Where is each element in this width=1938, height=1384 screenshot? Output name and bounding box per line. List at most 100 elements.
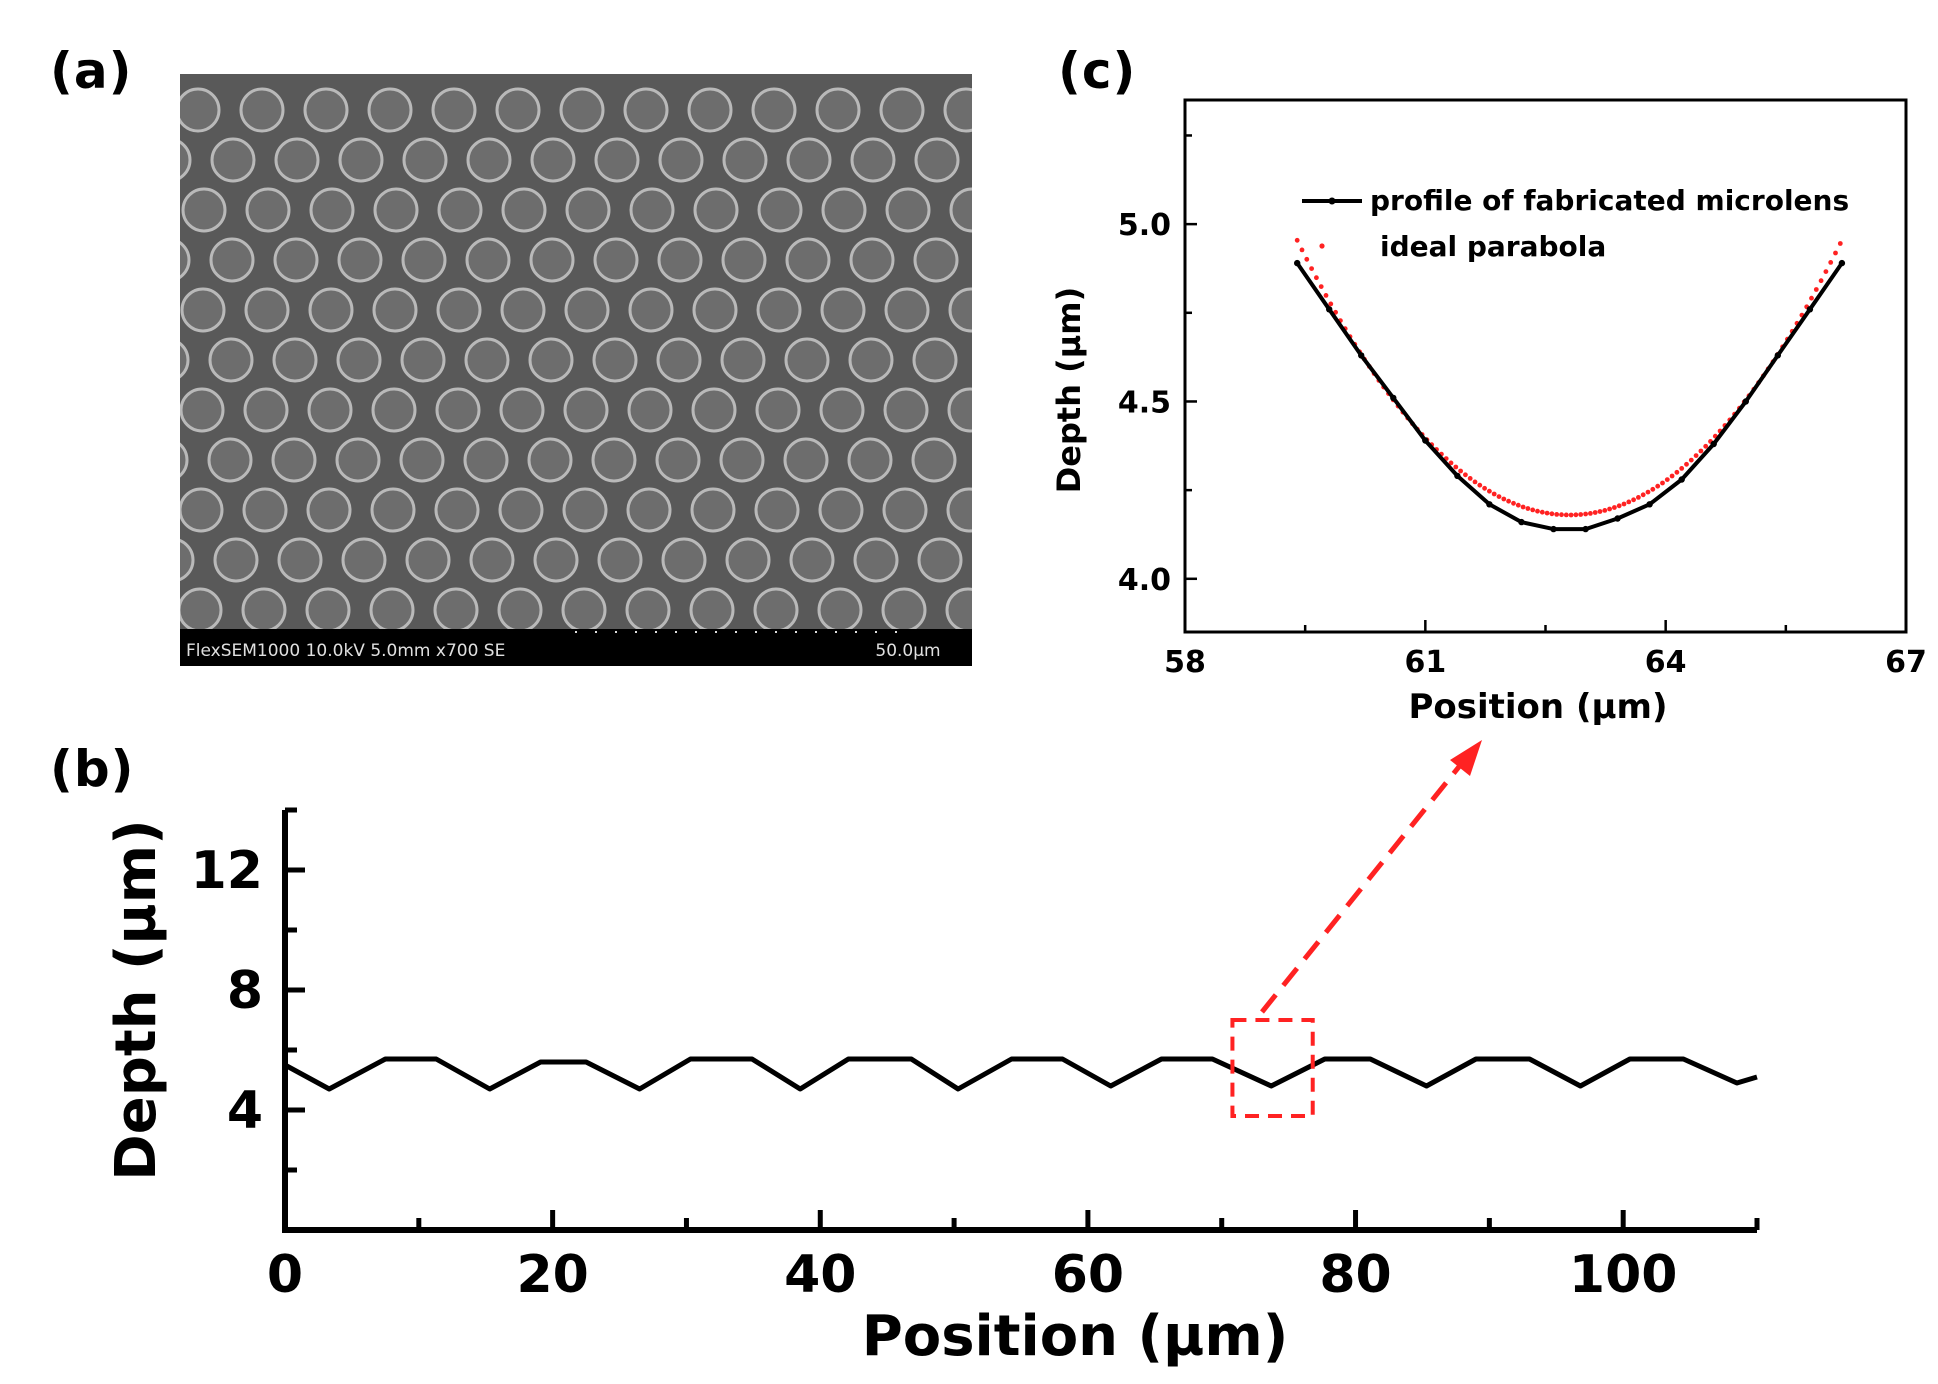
microlens-hole: [180, 240, 191, 280]
panel-a-label: (a): [50, 42, 133, 100]
microlens-hole: [884, 287, 930, 333]
microlens-hole: [528, 337, 574, 383]
microlens-hole: [371, 387, 417, 433]
microlens-hole: [180, 140, 192, 180]
microlens-hole: [180, 287, 226, 333]
chart-b-y-tick-label: 12: [191, 841, 263, 901]
microlens-hole: [690, 487, 736, 533]
microlens-hole: [277, 537, 323, 583]
chart-b-ticks: 0 20 40 60 80 100 4 8 12: [191, 807, 1760, 1305]
microlens-hole: [501, 187, 547, 233]
microlens-hole: [629, 187, 675, 233]
microlens-hole: [850, 137, 896, 183]
microlens-hole: [402, 137, 448, 183]
microlens-hole: [469, 537, 515, 583]
sem-micrograph-image: FlexSEM1000 10.0kV 5.0mm x700 SE 50.0µm: [180, 74, 972, 666]
microlens-hole: [495, 87, 541, 133]
microlens-hole: [559, 87, 605, 133]
microlens-hole: [784, 337, 830, 383]
microlens-hole: [879, 87, 925, 133]
microlens-hole: [847, 437, 893, 483]
microlens-hole: [338, 137, 384, 183]
microlens-hole: [272, 337, 318, 383]
microlens-hole: [210, 137, 256, 183]
microlens-hole: [754, 487, 800, 533]
microlens-hole: [306, 487, 352, 533]
microlens-hole: [336, 337, 382, 383]
microlens-hole: [751, 87, 797, 133]
microlens-hole: [436, 287, 482, 333]
microlens-hole: [529, 237, 575, 283]
microlens-hole: [274, 137, 320, 183]
microlens-hole: [337, 237, 383, 283]
microlens-hole: [271, 437, 317, 483]
sem-scale-text: 50.0µm: [875, 641, 940, 661]
microlens-hole: [180, 387, 225, 433]
sem-databar: [180, 629, 972, 666]
chart-b-x-tick-label: 20: [516, 1245, 588, 1305]
microlens-hole: [400, 337, 446, 383]
microlens-hole: [626, 487, 672, 533]
microlens-hole: [239, 87, 285, 133]
microlens-hole: [722, 137, 768, 183]
microlens-hole: [563, 387, 609, 433]
chart-b-y-axis-label: Depth (µm): [104, 819, 169, 1180]
chart-b-x-tick-label: 100: [1569, 1245, 1678, 1305]
microlens-hole: [687, 87, 733, 133]
microlens-hole: [341, 537, 387, 583]
microlens-hole: [530, 137, 576, 183]
microlens-hole: [720, 337, 766, 383]
microlens-hole: [755, 387, 801, 433]
microlens-hole: [786, 137, 832, 183]
microlens-hole: [307, 387, 353, 433]
microlens-hole: [627, 387, 673, 433]
microlens-hole: [208, 337, 254, 383]
microlens-hole: [533, 537, 579, 583]
microlens-hole: [661, 537, 707, 583]
microlens-hole: [655, 437, 701, 483]
chart-b-x-tick-label: 40: [784, 1245, 856, 1305]
microlens-hole: [245, 187, 291, 233]
microlens-hole: [692, 287, 738, 333]
microlens-hole: [180, 442, 189, 478]
chart-b-depth-profile-line: [283, 1056, 1758, 1092]
microlens-hole: [658, 137, 704, 183]
chart-b-x-tick-label: 80: [1319, 1245, 1391, 1305]
microlens-hole: [565, 187, 611, 233]
microlens-hole: [815, 87, 861, 133]
microlens-hole: [594, 137, 640, 183]
microlens-hole: [849, 237, 895, 283]
microlens-hole: [691, 387, 737, 433]
microlens-hole: [431, 87, 477, 133]
microlens-hole: [882, 487, 928, 533]
microlens-hole: [848, 337, 894, 383]
microlens-hole: [783, 437, 829, 483]
microlens-hole: [242, 487, 288, 533]
microlens-hole: [207, 437, 253, 483]
panel-c-label: (c): [1058, 42, 1137, 100]
sem-micrograph: FlexSEM1000 10.0kV 5.0mm x700 SE 50.0µm: [180, 74, 972, 666]
microlens-hole: [367, 87, 413, 133]
chart-b-x-axis-label: Position (µm): [862, 1304, 1289, 1369]
chart-b-x-tick-label: 0: [267, 1245, 303, 1305]
microlens-hole: [213, 537, 259, 583]
microlens-hole: [181, 187, 227, 233]
microlens-hole: [180, 538, 195, 582]
microlens-hole: [949, 187, 972, 233]
chart-b-y-tick-label: 8: [227, 961, 263, 1021]
microlens-hole: [464, 337, 510, 383]
chart-b-axes: [282, 810, 1757, 1233]
microlens-hole: [725, 537, 771, 583]
microlens-hole: [943, 87, 972, 133]
microlens-hole: [399, 437, 445, 483]
microlens-hole: [591, 437, 637, 483]
microlens-hole: [372, 287, 418, 333]
microlens-hole: [885, 187, 931, 233]
microlens-hole: [821, 187, 867, 233]
microlens-hole: [818, 487, 864, 533]
microlens-hole: [853, 537, 899, 583]
chart-b-highlight: [1230, 740, 1482, 1118]
microlens-hole: [820, 287, 866, 333]
microlens-hole: [243, 387, 289, 433]
